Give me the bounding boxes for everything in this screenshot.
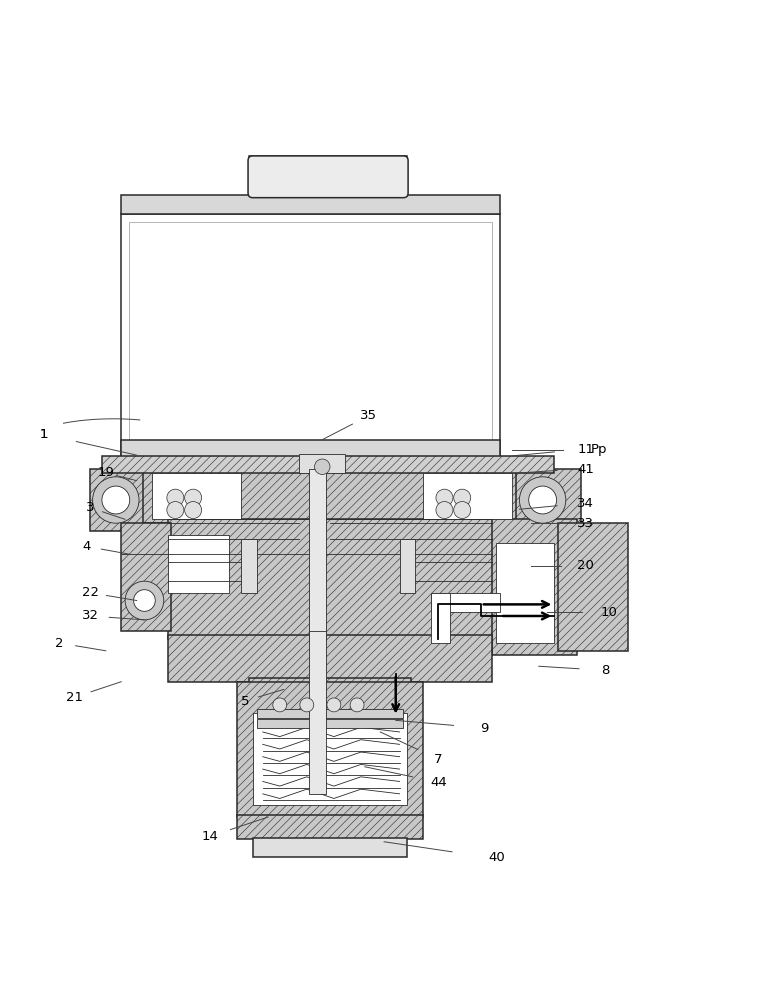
Bar	[423, 473, 511, 519]
Bar	[237, 682, 423, 817]
Bar	[309, 469, 326, 639]
Text: 41: 41	[577, 463, 594, 476]
Circle shape	[133, 590, 155, 611]
Text: 2: 2	[55, 637, 64, 650]
Text: 7: 7	[434, 753, 442, 766]
FancyBboxPatch shape	[248, 156, 408, 198]
Circle shape	[273, 698, 286, 712]
Bar	[241, 539, 257, 593]
Bar	[309, 631, 326, 794]
Text: 14: 14	[202, 830, 219, 843]
Bar	[102, 456, 554, 473]
Bar	[400, 539, 415, 593]
Bar	[515, 469, 581, 531]
Text: 22: 22	[81, 586, 99, 599]
Circle shape	[300, 698, 314, 712]
Text: 3: 3	[86, 501, 95, 514]
Text: 19: 19	[97, 466, 114, 479]
Text: 44: 44	[430, 776, 447, 789]
Circle shape	[350, 698, 364, 712]
Text: 32: 32	[81, 609, 99, 622]
Bar	[249, 156, 407, 195]
Circle shape	[436, 489, 453, 506]
Text: 8: 8	[601, 664, 609, 677]
Text: 5: 5	[241, 695, 249, 708]
Bar	[493, 519, 577, 655]
Bar	[121, 471, 535, 523]
Bar	[253, 713, 407, 805]
Bar	[558, 523, 628, 651]
Text: 33: 33	[577, 517, 594, 530]
Bar	[121, 440, 500, 457]
Bar	[152, 473, 241, 519]
Bar	[129, 222, 493, 451]
Text: 21: 21	[66, 691, 83, 704]
Bar	[121, 214, 500, 457]
Text: 9: 9	[480, 722, 489, 735]
Bar	[249, 678, 411, 709]
Bar	[237, 815, 423, 839]
Bar	[431, 593, 500, 612]
Circle shape	[102, 486, 130, 514]
Circle shape	[92, 477, 139, 523]
Bar	[168, 519, 496, 639]
Bar	[431, 593, 450, 643]
Circle shape	[436, 502, 453, 519]
Circle shape	[327, 698, 341, 712]
Circle shape	[167, 489, 184, 506]
Text: 1: 1	[40, 428, 48, 441]
Circle shape	[314, 459, 330, 474]
Bar	[168, 635, 493, 682]
Text: 1: 1	[40, 428, 48, 441]
Circle shape	[185, 502, 202, 519]
Text: 40: 40	[489, 851, 505, 864]
Bar	[496, 543, 554, 643]
Text: 10: 10	[601, 606, 618, 619]
Bar	[121, 523, 171, 631]
Circle shape	[528, 486, 556, 514]
Text: Pp: Pp	[591, 443, 607, 456]
Circle shape	[454, 489, 471, 506]
Circle shape	[167, 502, 184, 519]
Bar	[257, 709, 404, 718]
Text: 4: 4	[82, 540, 91, 553]
Circle shape	[185, 489, 202, 506]
Circle shape	[519, 477, 566, 523]
Bar	[257, 719, 404, 728]
Text: 20: 20	[577, 559, 594, 572]
Bar	[299, 454, 345, 473]
Circle shape	[125, 581, 164, 620]
Bar	[168, 535, 230, 593]
Text: 35: 35	[360, 409, 377, 422]
Bar	[90, 469, 143, 531]
Circle shape	[454, 502, 471, 519]
Bar	[253, 838, 407, 857]
Text: 11: 11	[577, 443, 594, 456]
Bar	[121, 195, 500, 214]
Text: 34: 34	[577, 497, 594, 510]
